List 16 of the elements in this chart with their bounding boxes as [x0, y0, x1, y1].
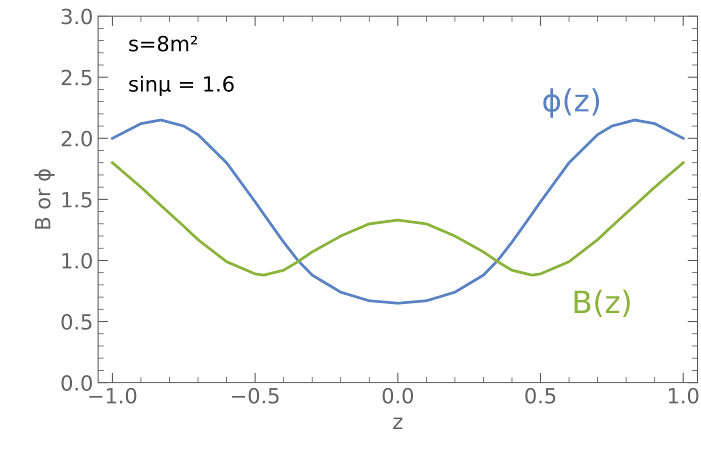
annotation: s=8m² — [129, 36, 198, 52]
x-tick-label: 1.0 — [668, 388, 698, 404]
x-tick-label: 0.0 — [382, 388, 413, 404]
x-tick-label: −0.5 — [232, 388, 279, 404]
x-axis-title: z — [393, 418, 402, 430]
annotation: sinμ = 1.6 — [129, 76, 234, 96]
y-tick-label: 2.5 — [62, 70, 92, 86]
y-tick-label: 1.5 — [62, 192, 92, 208]
x-tick-label: 0.5 — [525, 388, 556, 404]
y-tick-label: 3.0 — [62, 8, 92, 24]
y-axis-title: B or ϕ — [34, 169, 55, 229]
series-label: B(z) — [574, 290, 630, 318]
y-tick-label: 1.0 — [62, 252, 92, 269]
series-label: ϕ(z) — [543, 88, 600, 118]
y-tick-label: 0.5 — [62, 314, 92, 330]
y-tick-label: 2.0 — [62, 130, 92, 147]
